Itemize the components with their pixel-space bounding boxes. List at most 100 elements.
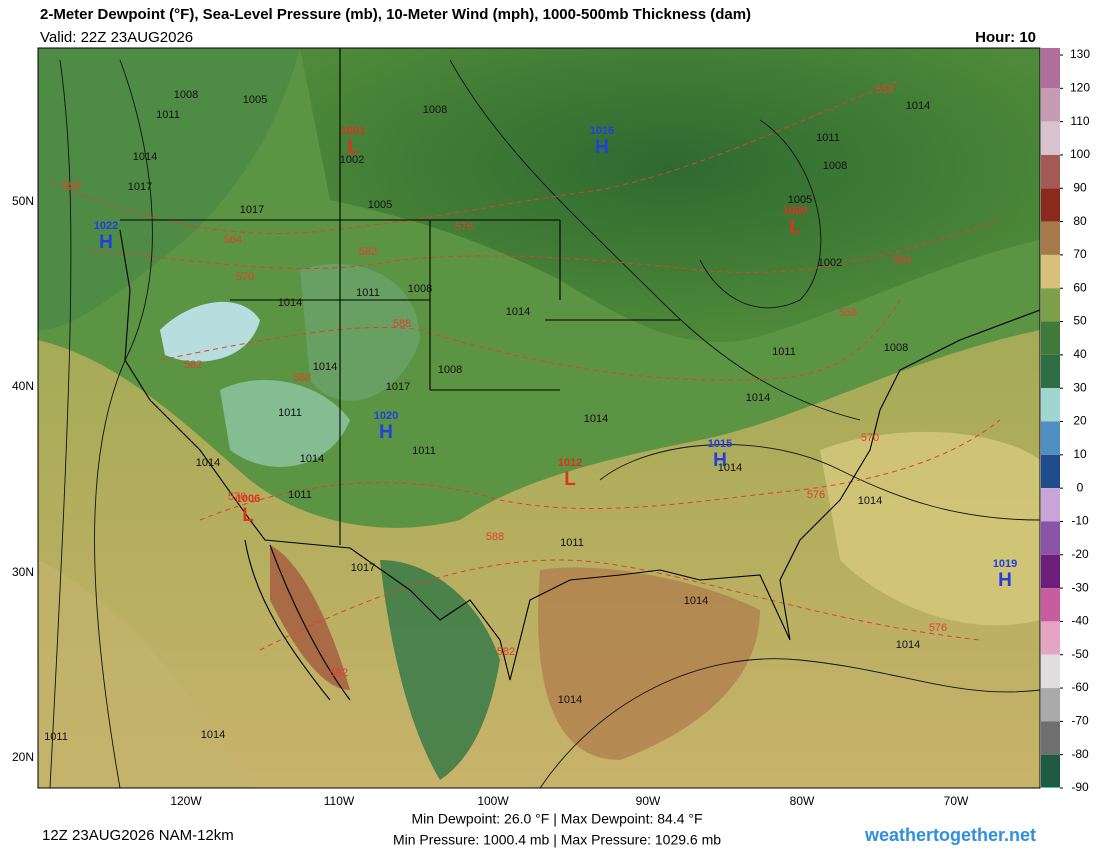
isobar-label: 1011 (278, 407, 302, 419)
center-letter: H (379, 422, 393, 443)
isobar-label: 1014 (201, 729, 225, 741)
colorbar-segment (1041, 121, 1060, 155)
site-link[interactable]: weathertogether.net (864, 825, 1036, 845)
colorbar-label: -90 (1071, 780, 1089, 794)
center-letter: H (99, 232, 113, 253)
center-pressure: 1000 (783, 205, 807, 217)
colorbar-segment (1041, 554, 1060, 589)
thickness-label: 582 (184, 359, 202, 371)
colorbar-label: 30 (1073, 380, 1087, 394)
lon-label: 100W (477, 794, 509, 808)
thickness-label: 576 (455, 221, 473, 233)
colorbar-segment (1041, 354, 1060, 389)
center-letter: L (564, 469, 576, 490)
pressure-range: Min Pressure: 1000.4 mb | Max Pressure: … (393, 832, 721, 848)
colorbar-label: 120 (1070, 80, 1090, 94)
isobar-label: 1014 (718, 462, 742, 474)
isobar-label: 1008 (423, 104, 447, 116)
dewpoint-range: Min Dewpoint: 26.0 °F | Max Dewpoint: 84… (411, 811, 702, 827)
lon-label: 70W (944, 794, 969, 808)
colorbar-top (1041, 48, 1060, 55)
colorbar-bottom (1041, 787, 1060, 788)
colorbar-segment (1041, 55, 1060, 89)
lon-label: 80W (790, 794, 815, 808)
isobar-label: 1014 (300, 453, 324, 465)
colorbar-label: 60 (1073, 280, 1087, 294)
thickness-label: 570 (861, 432, 879, 444)
colorbar-segment (1041, 721, 1060, 755)
isobar-label: 1014 (896, 639, 920, 651)
colorbar-segment (1041, 588, 1060, 622)
colorbar-segment (1041, 188, 1060, 222)
isobar-label: 1014 (506, 306, 530, 318)
isobar-label: 1002 (340, 154, 364, 166)
center-letter: L (347, 137, 359, 158)
thickness-label: 558 (63, 180, 81, 192)
colorbar-segment (1041, 288, 1060, 322)
isobar-label: 1011 (816, 132, 840, 144)
isobar-label: 1014 (858, 495, 882, 507)
colorbar-label: 50 (1073, 314, 1087, 328)
colorbar-segment (1041, 88, 1060, 122)
isobar-label: 1017 (240, 204, 264, 216)
isobar-label: 1014 (906, 100, 930, 112)
isobar-label: 1011 (156, 109, 180, 121)
map-field (38, 48, 1040, 788)
colorbar-label: 110 (1070, 114, 1089, 128)
isobar-label: 1017 (386, 381, 410, 393)
thickness-label: 558 (839, 307, 857, 319)
colorbar-label: -50 (1071, 647, 1089, 661)
colorbar-segment (1041, 154, 1060, 189)
colorbar-segment (1041, 388, 1060, 422)
thickness-label: 570 (236, 271, 254, 283)
center-pressure: 1012 (558, 457, 582, 469)
colorbar-segment (1041, 621, 1060, 655)
center-letter: H (713, 450, 727, 471)
thickness-label: 582 (497, 646, 515, 658)
isobar-label: 1014 (313, 361, 337, 373)
isobar-label: 1005 (368, 199, 392, 211)
isobar-label: 1014 (278, 297, 302, 309)
center-pressure: 1016 (590, 125, 614, 137)
colorbar-segment (1041, 754, 1060, 788)
map-frame (37, 47, 1041, 789)
thickness-label: 588 (486, 531, 504, 543)
isobar-label: 1011 (412, 445, 436, 457)
colorbar-label: 90 (1073, 180, 1087, 194)
center-pressure: 1006 (236, 493, 260, 505)
colorbar-label: 100 (1070, 147, 1090, 161)
center-letter: L (242, 505, 254, 526)
thickness-label: 588 (393, 318, 411, 330)
isobar-label: 1008 (408, 283, 432, 295)
colorbar-segment (1041, 654, 1060, 689)
title: 2-Meter Dewpoint (°F), Sea-Level Pressur… (40, 6, 751, 23)
center-pressure: 1020 (374, 410, 398, 422)
isobar-label: 1014 (746, 392, 770, 404)
isobar-label: 1005 (788, 194, 812, 206)
lat-label: 40N (12, 379, 34, 393)
isobar-label: 1008 (438, 364, 462, 376)
thickness-label: 564 (224, 234, 242, 246)
colorbar-segment (1041, 521, 1060, 555)
thickness-label: 564 (893, 254, 911, 266)
colorbar-label: -10 (1071, 514, 1089, 528)
colorbar-label: 20 (1073, 414, 1087, 428)
thickness-label: 576 (929, 622, 947, 634)
thickness-label: 576 (807, 489, 825, 501)
colorbar-segment (1041, 688, 1060, 722)
colorbar-label: 70 (1073, 247, 1087, 261)
colorbar-label: -80 (1071, 747, 1089, 761)
isobar-label: 1008 (823, 160, 847, 172)
lat-label: 30N (12, 565, 34, 579)
lat-label: 20N (12, 750, 34, 764)
thickness-label: 582 (330, 667, 348, 679)
isobar-label: 1011 (44, 731, 68, 743)
thickness-label: 576 (228, 491, 246, 503)
isobar-label: 1011 (356, 287, 380, 299)
lat-label: 50N (12, 194, 34, 208)
lon-label: 90W (636, 794, 661, 808)
isobar-label: 1014 (196, 457, 220, 469)
colorbar: 1301201101009080706050403020100-10-20-30… (1041, 47, 1090, 794)
isobar-label: 1014 (133, 151, 157, 163)
